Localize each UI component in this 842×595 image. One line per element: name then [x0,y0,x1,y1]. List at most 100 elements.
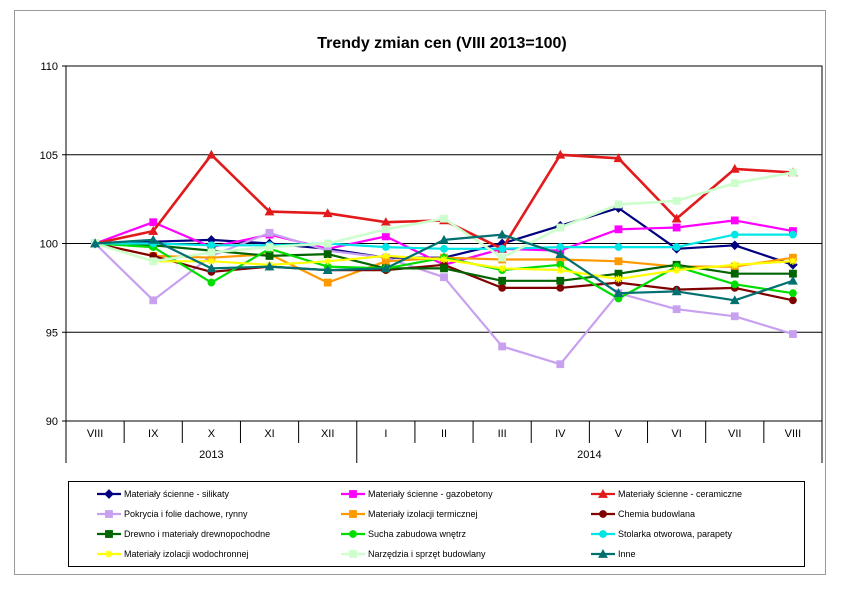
legend-item: Stolarka otworowa, parapety [591,527,732,541]
legend-swatch [97,510,121,518]
data-point [440,255,448,264]
data-point [789,296,797,305]
legend-item: Pokrycia i folie dachowe, rynny [97,507,248,521]
legend-item: Materiały izolacji termicznej [341,507,478,521]
data-point [440,273,448,282]
data-point [380,263,391,273]
data-point [730,230,739,239]
chart-frame [14,10,826,575]
data-point [730,280,739,289]
data-point [789,330,797,338]
legend-swatch [341,490,365,498]
series-11 [91,168,797,266]
legend-marker [349,530,357,538]
legend-marker [599,530,607,538]
data-point [207,257,215,265]
data-point [729,295,740,305]
data-point [440,264,448,273]
data-point [265,252,274,260]
data-point [672,243,681,251]
legend-marker [105,510,113,518]
data-point [264,206,275,216]
data-point [381,225,390,234]
legend-label: Materiały izolacji termicznej [368,509,478,519]
data-point [264,261,275,271]
legend-swatch [341,510,365,518]
data-point [440,214,448,223]
y-tick-label: 95 [46,327,58,339]
data-point [439,234,449,244]
y-tick-label: 100 [40,239,58,251]
data-point [729,163,740,173]
data-point [614,275,623,283]
data-point [498,283,507,292]
y-tick-label: 105 [40,150,58,162]
data-point [381,232,390,241]
data-point [322,265,333,274]
series-12 [90,229,798,305]
legend-marker [349,510,357,518]
data-point [149,296,158,305]
data-point [206,263,217,273]
legend-swatch [341,550,365,558]
x-tick-label: VIII [87,428,104,440]
legend-swatch [591,488,615,498]
legend-label: Narzędzia i sprzęt budowlany [368,549,486,559]
chart-title: Trendy zmian cen (VIII 2013=100) [317,35,566,52]
x-tick-label: XI [264,428,274,440]
legend-item: Materiały ścienne - ceramiczne [591,487,742,501]
data-point [556,283,565,292]
legend-swatch [97,530,121,538]
legend-label: Stolarka otworowa, parapety [618,529,733,539]
data-point [556,276,565,285]
data-point [149,218,158,227]
legend-label: Pokrycia i folie dachowe, rynny [124,509,248,519]
data-point [323,250,332,259]
data-point [789,168,797,177]
data-point [497,229,508,239]
data-point [381,243,390,251]
data-point [730,216,739,225]
data-point [614,243,623,251]
data-point [730,312,739,321]
data-point [672,305,681,314]
data-point [207,241,216,250]
data-point [614,257,623,266]
x-tick-label: XII [321,428,334,440]
legend-item: Materiały ścienne - gazobetony [341,487,493,501]
legend-marker [598,488,608,498]
data-point [149,257,158,266]
data-point [555,149,566,159]
legend-marker [349,550,357,558]
legend-marker [105,530,113,538]
x-tick-label: I [384,428,387,440]
x-tick-label: IX [148,428,159,440]
legend-item: Materiały izolacji wodochronnej [97,547,249,561]
data-point [731,261,739,269]
legend-label: Sucha zabudowa wnętrz [368,529,467,539]
legend-swatch [591,548,615,558]
legend-label: Materiały ścienne - gazobetony [368,489,493,499]
data-point [730,269,739,278]
data-point [789,289,797,298]
data-point [556,360,565,369]
data-point [148,234,159,244]
x-tick-label: VII [728,428,741,440]
data-point [207,248,216,257]
legend-marker [105,550,113,558]
data-point [498,264,506,272]
data-point [382,252,390,260]
data-point [498,342,507,351]
legend-item: Drewno i materiały drewnopochodne [97,527,270,541]
data-point [265,243,274,251]
legend-marker [349,490,357,498]
data-point [614,200,623,209]
data-point [673,266,681,274]
x-tick-label: V [615,428,623,440]
y-tick-label: 90 [46,416,58,428]
x-tick-label: VIII [785,428,802,440]
chart-legend: Materiały ścienne - silikaty Materiały śc… [68,481,805,567]
legend-swatch [591,510,615,518]
data-point [324,257,332,265]
data-point [613,153,624,163]
